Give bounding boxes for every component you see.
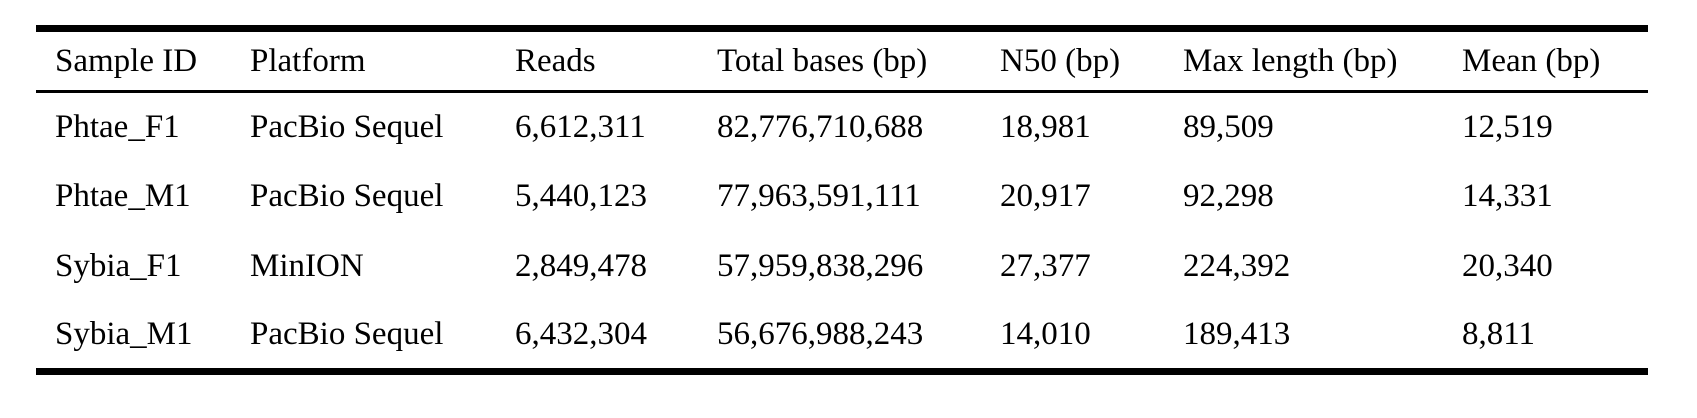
col-header-platform: Platform [250, 42, 366, 79]
cell-platform: PacBio Sequel [250, 316, 444, 353]
cell-total-bases: 82,776,710,688 [717, 108, 924, 145]
cell-n50: 27,377 [1000, 248, 1091, 284]
cell-sample-id: Sybia_F1 [55, 248, 182, 284]
cell-reads: 6,432,304 [515, 316, 647, 353]
col-header-total-bases: Total bases (bp) [717, 42, 928, 79]
cell-total-bases: 57,959,838,296 [717, 248, 924, 284]
cell-sample-id: Phtae_M1 [55, 178, 191, 214]
table-row: Phtae_M1 PacBio Sequel 5,440,123 77,963,… [36, 162, 1648, 232]
cell-max-length: 92,298 [1183, 178, 1274, 214]
table-body: Phtae_F1 PacBio Sequel 6,612,311 82,776,… [36, 92, 1648, 372]
cell-max-length: 189,413 [1183, 316, 1291, 353]
cell-sample-id: Phtae_F1 [55, 108, 180, 145]
cell-reads: 5,440,123 [515, 178, 647, 214]
cell-total-bases: 56,676,988,243 [717, 316, 924, 353]
table-row: Sybia_M1 PacBio Sequel 6,432,304 56,676,… [36, 302, 1648, 372]
col-header-sample-id: Sample ID [55, 42, 198, 79]
col-header-max-length: Max length (bp) [1183, 42, 1398, 79]
header-row: Sample ID Platform Reads Total bases (bp… [36, 29, 1648, 92]
col-header-n50: N50 (bp) [1000, 42, 1121, 79]
cell-reads: 6,612,311 [515, 108, 646, 145]
col-header-reads: Reads [515, 42, 596, 79]
cell-n50: 18,981 [1000, 108, 1091, 145]
table-header: Sample ID Platform Reads Total bases (bp… [36, 29, 1648, 92]
cell-mean: 8,811 [1462, 316, 1536, 353]
cell-total-bases: 77,963,591,111 [717, 178, 921, 214]
cell-platform: PacBio Sequel [250, 178, 444, 214]
col-header-mean: Mean (bp) [1462, 42, 1601, 79]
cell-mean: 12,519 [1462, 108, 1553, 145]
cell-platform: MinION [250, 248, 364, 284]
cell-reads: 2,849,478 [515, 248, 647, 284]
sequencing-stats-table: Sample ID Platform Reads Total bases (bp… [36, 25, 1648, 375]
cell-platform: PacBio Sequel [250, 108, 444, 145]
table-row: Phtae_F1 PacBio Sequel 6,612,311 82,776,… [36, 92, 1648, 162]
cell-max-length: 224,392 [1183, 248, 1291, 284]
table-row: Sybia_F1 MinION 2,849,478 57,959,838,296… [36, 232, 1648, 302]
cell-n50: 14,010 [1000, 316, 1091, 353]
cell-mean: 14,331 [1462, 178, 1553, 214]
cell-sample-id: Sybia_M1 [55, 316, 193, 353]
cell-mean: 20,340 [1462, 248, 1553, 284]
cell-n50: 20,917 [1000, 178, 1091, 214]
cell-max-length: 89,509 [1183, 108, 1274, 145]
